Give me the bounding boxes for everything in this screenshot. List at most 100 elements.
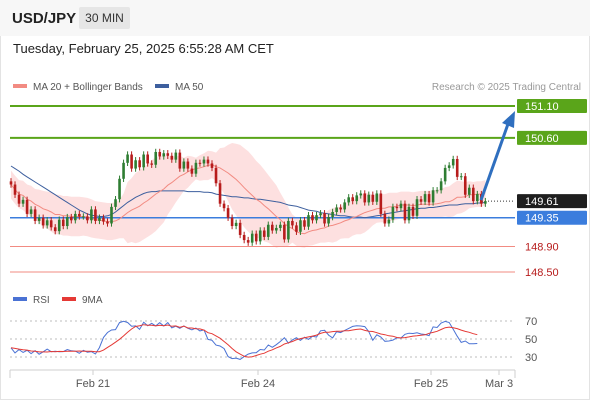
forecast-arrow-shaft — [479, 123, 510, 201]
candle-body — [359, 193, 363, 196]
forecast-arrow — [479, 111, 515, 201]
candle-body — [25, 199, 29, 214]
candle-body — [355, 195, 359, 202]
level-labels: 151.10 150.60 149.61 149.35 148.90 148.50 — [517, 99, 587, 279]
legend-ma50-label: MA 50 — [175, 82, 204, 93]
candle-body — [122, 162, 125, 179]
candle-body — [395, 206, 399, 209]
candle-body — [182, 161, 186, 169]
candle-body — [315, 215, 318, 221]
candle-body — [130, 154, 133, 169]
candle-body — [106, 221, 109, 224]
legend-ma20-label: MA 20 + Bollinger Bands — [33, 82, 143, 93]
candle-body — [49, 220, 53, 228]
candle-body — [335, 207, 338, 212]
level-label-resistance: 151.10 — [525, 101, 559, 113]
candle-body — [399, 203, 403, 209]
candle-body — [246, 240, 250, 243]
candle-body — [275, 227, 278, 231]
legend-rsi-swatch — [13, 297, 27, 301]
candle-body — [311, 215, 314, 221]
rsi-tick-label: 30 — [525, 352, 537, 364]
candle-body — [65, 217, 69, 227]
candle-body — [287, 220, 290, 240]
candle-body — [371, 194, 375, 202]
candle-body — [403, 203, 407, 221]
candle-body — [158, 151, 162, 157]
candle-body — [166, 153, 170, 156]
candle-body — [74, 213, 77, 221]
level-label-bg — [517, 194, 587, 209]
timeframe-badge[interactable]: 30 MIN — [79, 7, 130, 29]
candle-body — [391, 206, 395, 220]
candle-body — [323, 213, 326, 224]
x-tick-label: Feb 24 — [241, 378, 275, 390]
moving-averages — [10, 164, 486, 235]
candle-body — [90, 209, 93, 221]
candle-body — [86, 216, 89, 221]
candle-body — [439, 181, 443, 191]
rsi-tick-label: 50 — [525, 334, 537, 346]
candle-body — [210, 163, 214, 168]
candle-body — [407, 206, 411, 221]
candle-body — [134, 160, 137, 169]
candle-body — [419, 199, 423, 202]
x-tick-label: Feb 25 — [414, 378, 448, 390]
candle-body — [114, 199, 117, 207]
forecast-arrow-head — [502, 111, 515, 128]
candle-body — [307, 215, 310, 227]
level-label-bg — [517, 210, 587, 225]
candle-body — [299, 220, 302, 232]
level-label-bg — [517, 99, 587, 113]
candle-body — [455, 158, 459, 177]
bollinger-band — [11, 143, 486, 248]
candle-body — [431, 190, 435, 203]
candle-body — [347, 197, 350, 203]
candle-body — [230, 217, 234, 227]
candle-body — [447, 165, 451, 168]
legend-9ma-label: 9MA — [82, 295, 103, 306]
candle-body — [126, 154, 129, 163]
candle-body — [17, 194, 21, 204]
level-label-target: 148.90 — [525, 241, 559, 253]
candle-body — [451, 158, 455, 166]
candle-body — [291, 220, 294, 226]
level-label-target: 148.50 — [525, 267, 559, 279]
datetime-label: Tuesday, February 25, 2025 6:55:28 AM CE… — [13, 41, 274, 56]
candle-body — [226, 208, 230, 218]
candle-body — [118, 178, 121, 200]
level-label-support: 149.35 — [525, 213, 559, 225]
rsi-line — [10, 320, 478, 360]
candle-body — [411, 206, 415, 216]
candle-body — [367, 194, 371, 203]
candle-body — [174, 152, 178, 160]
candle-body — [82, 216, 85, 218]
candle-body — [33, 209, 37, 221]
rsi-panel: 70 50 30 — [10, 316, 537, 364]
rsi-9ma-line — [10, 324, 478, 358]
candle-body — [375, 193, 379, 202]
level-label-bg — [517, 130, 587, 145]
candle-body — [242, 234, 246, 241]
candle-body — [70, 217, 73, 221]
candle-body — [194, 162, 198, 174]
candlesticks — [9, 148, 487, 246]
candle-body — [21, 199, 25, 204]
candle-body — [234, 222, 238, 227]
candle-body — [476, 194, 479, 202]
candle-body — [250, 233, 254, 243]
candle-body — [383, 213, 387, 224]
candle-body — [57, 219, 61, 232]
candle-body — [198, 162, 202, 164]
candle-body — [319, 213, 322, 216]
candle-body — [94, 209, 97, 221]
candle-body — [13, 184, 17, 195]
candle-body — [279, 224, 282, 228]
candle-body — [339, 207, 342, 210]
legend-ma50-swatch — [155, 84, 169, 88]
candle-body — [467, 187, 471, 195]
ma50-line — [10, 165, 486, 219]
candle-body — [206, 159, 210, 164]
x-axis: Feb 21 Feb 24 Feb 25 Mar 3 — [9, 370, 516, 390]
